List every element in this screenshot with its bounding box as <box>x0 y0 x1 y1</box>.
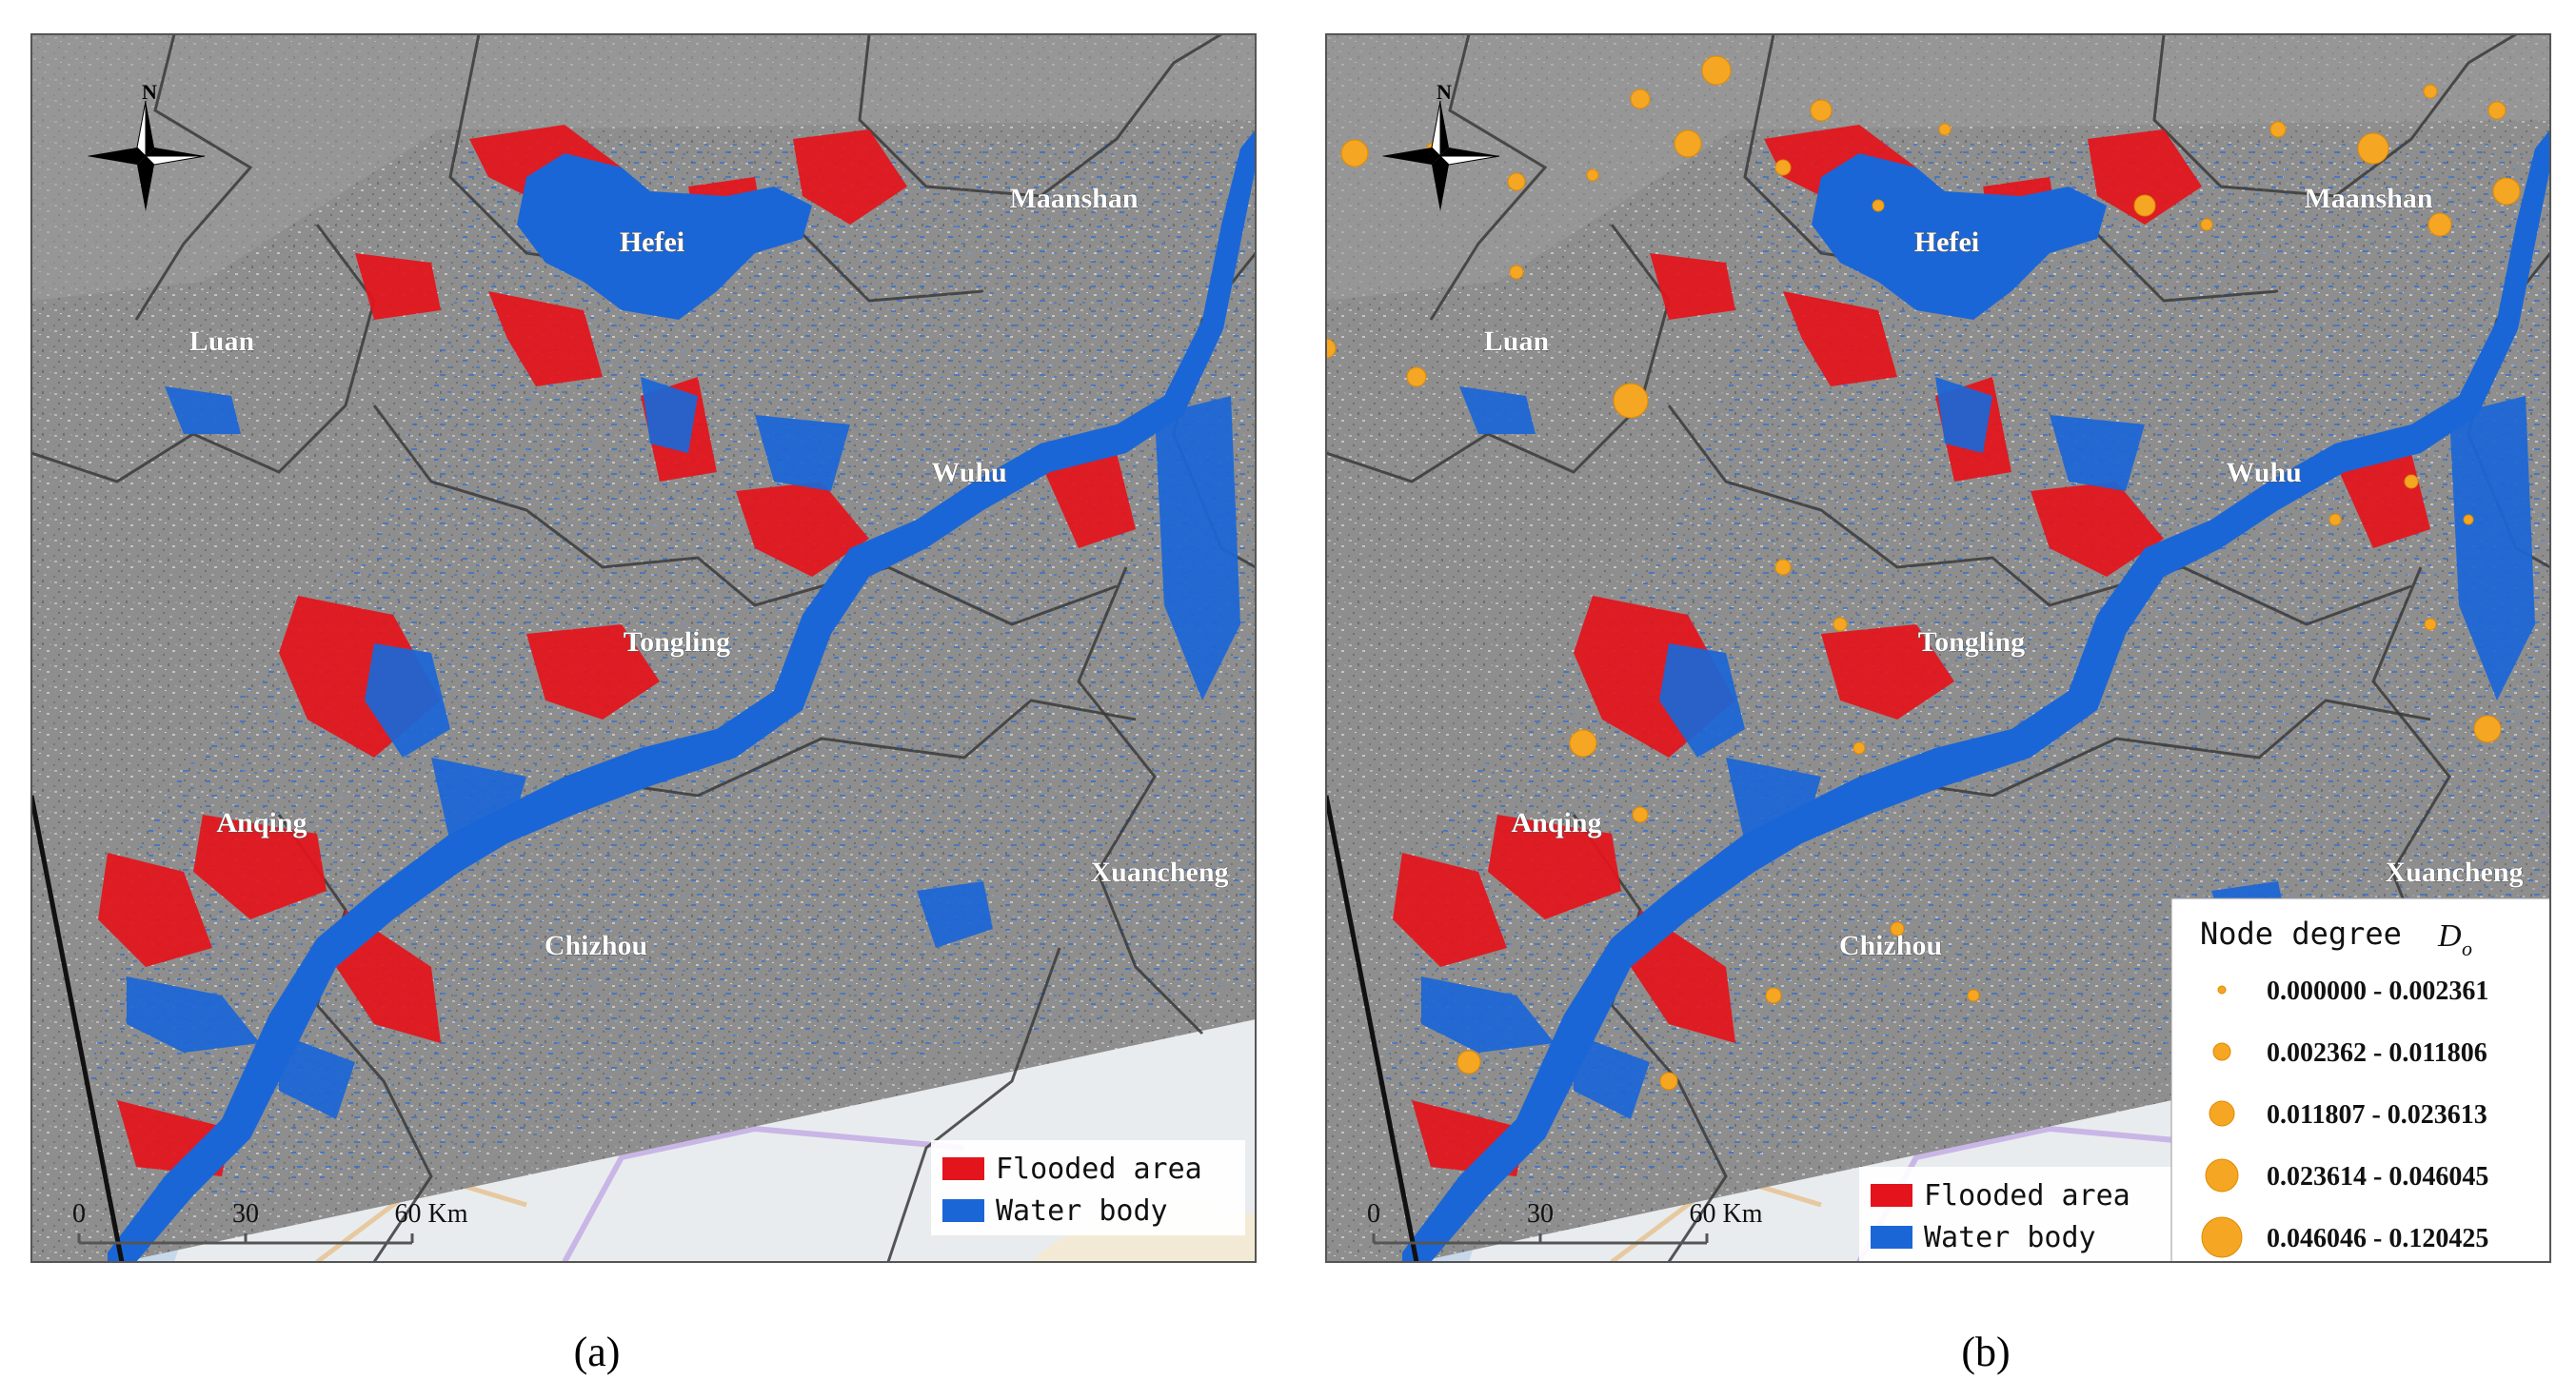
node-degree-marker <box>1967 989 1980 1002</box>
city-label-hefei: Hefei <box>1914 227 1979 258</box>
node-degree-marker <box>1774 159 1792 176</box>
city-label-chizhou: Chizhou <box>1839 930 1942 961</box>
node-degree-marker <box>2133 194 2156 217</box>
legend-swatch <box>1871 1184 1912 1207</box>
node-legend-symbol: D <box>2437 918 2462 954</box>
node-degree-marker <box>1456 1050 1481 1075</box>
caption-a: (a) <box>574 1329 621 1375</box>
legend-label: Flooded area <box>996 1153 1202 1186</box>
node-degree-marker <box>1810 99 1833 122</box>
node-degree-marker <box>1632 806 1649 823</box>
legend-label: Flooded area <box>1924 1179 2130 1213</box>
node-degree-marker <box>1340 139 1369 168</box>
legend-swatch <box>942 1199 984 1222</box>
node-degree-marker <box>1765 987 1782 1004</box>
city-label-anqing: Anqing <box>1511 807 1601 838</box>
scale-label: 30 <box>1527 1199 1554 1229</box>
city-label-hefei: Hefei <box>620 227 684 258</box>
node-degree-marker <box>2473 715 2502 743</box>
node-degree-marker <box>2200 218 2213 231</box>
caption-b: (b) <box>1961 1329 2010 1375</box>
city-label-tongling: Tongling <box>1918 626 2025 658</box>
city-label-maanshan: Maanshan <box>1009 183 1138 214</box>
node-degree-marker <box>2487 101 2507 120</box>
node-legend-title: Node degree <box>2200 916 2402 952</box>
map-frame: Hefei Maanshan Luan Wuhu Tongling Anqing Xuanc… <box>1325 33 2551 1263</box>
node-degree-marker <box>1938 123 1952 136</box>
city-label-luan: Luan <box>1484 325 1550 357</box>
node-legend-class: 0.046046 - 0.120425 <box>2267 1224 2488 1253</box>
city-label-xuancheng: Xuancheng <box>1090 857 1228 888</box>
node-degree-marker <box>1326 338 1337 359</box>
node-degree-marker <box>1659 1072 1678 1091</box>
city-label-xuancheng: Xuancheng <box>2385 857 2523 888</box>
north-arrow-icon: N <box>1381 80 1500 211</box>
city-label-wuhu: Wuhu <box>2226 457 2302 488</box>
node-degree-marker <box>2328 513 2342 526</box>
node-degree-marker <box>2492 177 2521 206</box>
node-degree-marker <box>2404 474 2419 489</box>
node-degree-marker <box>1890 921 1905 937</box>
north-arrow-icon: N <box>87 80 206 211</box>
city-label-maanshan: Maanshan <box>2304 183 2432 214</box>
node-degree-marker <box>1613 383 1649 419</box>
node-legend-marker <box>2217 985 2227 995</box>
node-degree-marker <box>2357 132 2389 165</box>
map-panel-b: Hefei Maanshan Luan Wuhu Tongling Anqing Xuanc… <box>1325 33 2551 1263</box>
node-degree-marker <box>2269 121 2287 138</box>
node-legend-marker <box>2209 1100 2235 1127</box>
node-legend-subscript: o <box>2462 937 2472 960</box>
scale-label: 0 <box>72 1199 86 1229</box>
node-degree-marker <box>1701 55 1732 86</box>
city-label-luan: Luan <box>189 325 255 357</box>
legend-label: Water body <box>1924 1221 2096 1254</box>
node-legend-class: 0.000000 - 0.002361 <box>2267 976 2488 1006</box>
legend-label: Water body <box>996 1194 1168 1228</box>
node-legend-marker <box>2201 1216 2243 1258</box>
scale-bar: 0 30 60 Km <box>1367 1199 1763 1245</box>
node-degree-marker <box>1674 129 1702 158</box>
city-label-chizhou: Chizhou <box>545 930 647 961</box>
city-label-tongling: Tongling <box>624 626 730 658</box>
scale-label: 60 Km <box>395 1199 468 1229</box>
node-degree-marker <box>1406 366 1427 387</box>
node-degree-marker <box>1853 741 1866 755</box>
node-degree-marker <box>1872 199 1885 212</box>
node-degree-marker <box>1630 89 1651 109</box>
legend-swatch <box>1871 1226 1912 1249</box>
city-label-anqing: Anqing <box>216 807 307 838</box>
scale-bar: 0 30 60 Km <box>72 1199 468 1245</box>
north-label: N <box>142 80 157 104</box>
node-degree-marker <box>2427 212 2452 237</box>
city-label-wuhu: Wuhu <box>931 457 1007 488</box>
node-degree-marker <box>1833 617 1848 632</box>
legend-swatch <box>942 1157 984 1180</box>
node-degree-marker <box>2424 618 2437 631</box>
node-legend-class: 0.023614 - 0.046045 <box>2267 1162 2488 1192</box>
node-degree-marker <box>1586 168 1599 182</box>
scale-label: 0 <box>1367 1199 1380 1229</box>
node-degree-marker <box>2423 84 2438 99</box>
node-degree-marker <box>1774 559 1792 576</box>
node-legend-marker <box>2212 1042 2231 1061</box>
map-legend: Flooded area Water body <box>931 1140 1245 1235</box>
node-legend-class: 0.011807 - 0.023613 <box>2267 1100 2487 1130</box>
node-legend-marker <box>2205 1158 2239 1193</box>
node-degree-marker <box>2463 514 2474 525</box>
node-degree-marker <box>1569 729 1597 758</box>
node-legend-class: 0.002362 - 0.011806 <box>2267 1038 2487 1068</box>
north-label: N <box>1437 80 1452 104</box>
map-panel-a: Hefei Maanshan Luan Wuhu Tongling Anqing Xuanc… <box>30 33 1257 1263</box>
scale-label: 60 Km <box>1690 1199 1763 1229</box>
node-degree-marker <box>1509 265 1524 280</box>
node-degree-marker <box>1507 172 1526 191</box>
scale-label: 30 <box>232 1199 259 1229</box>
map-frame: Hefei Maanshan Luan Wuhu Tongling Anqing Xuanc… <box>30 33 1257 1263</box>
map-legend: Flooded area Water body <box>1859 1167 2173 1262</box>
